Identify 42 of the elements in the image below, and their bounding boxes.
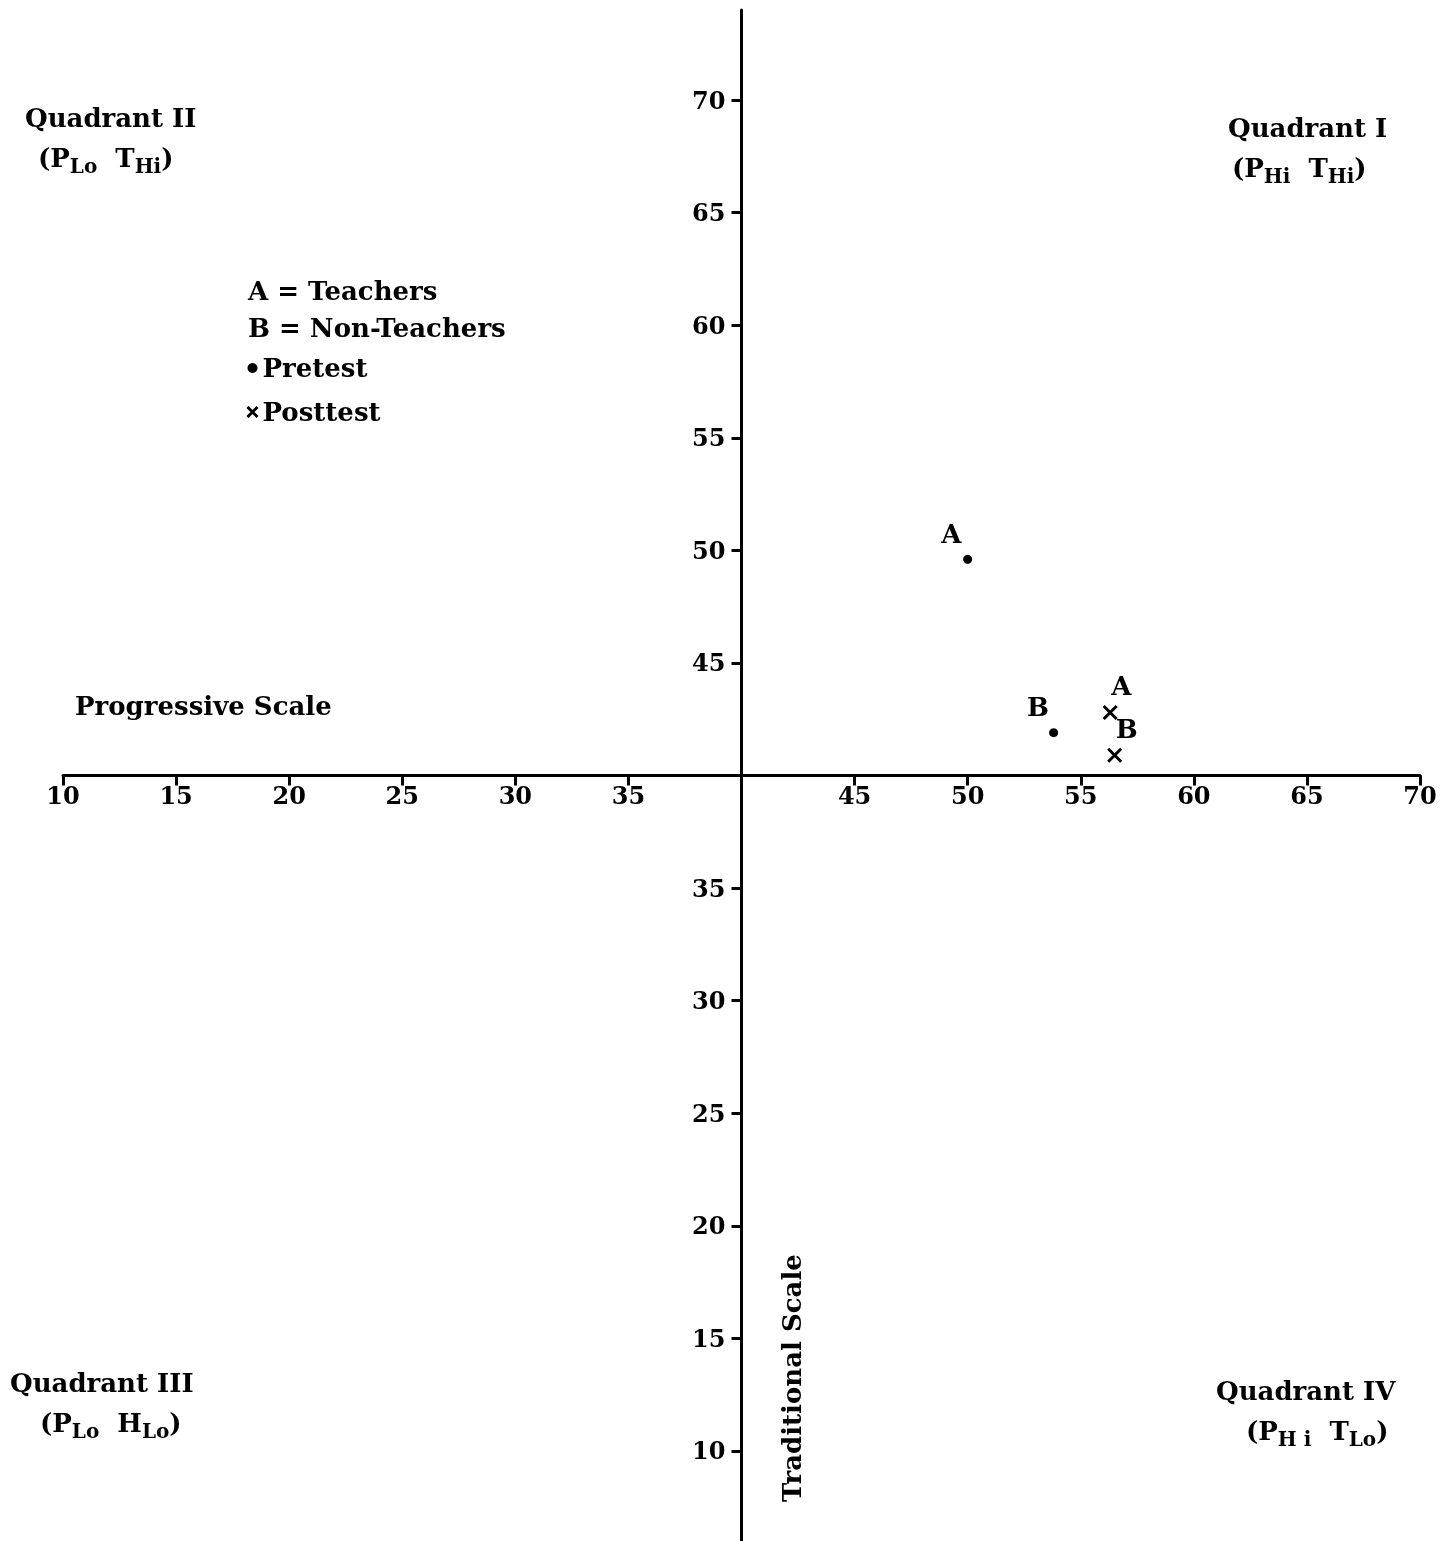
x-tick-label: 55: [1064, 781, 1098, 810]
legend-label: Pretest: [262, 353, 368, 383]
data-label: B: [1115, 714, 1138, 745]
annotation: A = Teachers: [247, 276, 438, 306]
point: [963, 554, 973, 564]
annotation: Quadrant II: [25, 103, 197, 133]
y-tick-label: 45: [692, 648, 726, 678]
x-tick-label: 15: [159, 781, 193, 810]
y-tick-label: 55: [692, 423, 726, 453]
y-tick-label: 30: [692, 986, 726, 1016]
x-tick-label: 45: [837, 781, 872, 810]
x-tick-label: 25: [385, 781, 419, 810]
data-label: A: [1110, 671, 1133, 702]
annotation: Quadrant I: [1228, 113, 1388, 143]
x-tick-label: 10: [46, 781, 80, 810]
legend-label: Posttest: [262, 397, 381, 427]
x-tick-label: 65: [1290, 781, 1324, 810]
x-tick-label: 30: [498, 781, 533, 810]
point: [1106, 747, 1123, 764]
x-axis-title: Progressive Scale: [75, 691, 332, 721]
x-tick-label: 70: [1403, 781, 1437, 810]
point: [1049, 728, 1059, 738]
y-tick-label: 15: [692, 1323, 726, 1353]
annotation: Quadrant IV: [1216, 1376, 1397, 1406]
x-tick-label: 60: [1177, 781, 1211, 810]
point: [1102, 704, 1119, 721]
data-label: A: [940, 518, 963, 549]
y-tick-label: 50: [692, 535, 726, 565]
y-tick-label: 25: [692, 1098, 726, 1128]
x-tick-label: 50: [950, 781, 985, 810]
x-tick-label: 35: [611, 781, 646, 810]
annotation: B = Non-Teachers: [248, 313, 506, 343]
data-label: B: [1027, 692, 1050, 723]
x-tick-label: 20: [272, 781, 306, 810]
y-tick-label: 20: [692, 1211, 726, 1241]
y-tick-label: 70: [692, 85, 726, 115]
y-tick-label: 60: [692, 310, 726, 340]
annotation: Quadrant III: [10, 1368, 194, 1398]
y-axis-title: Traditional Scale: [776, 1254, 807, 1502]
y-tick-label: 10: [692, 1436, 726, 1466]
y-tick-label: 35: [692, 873, 726, 903]
y-tick-label: 65: [692, 198, 726, 228]
